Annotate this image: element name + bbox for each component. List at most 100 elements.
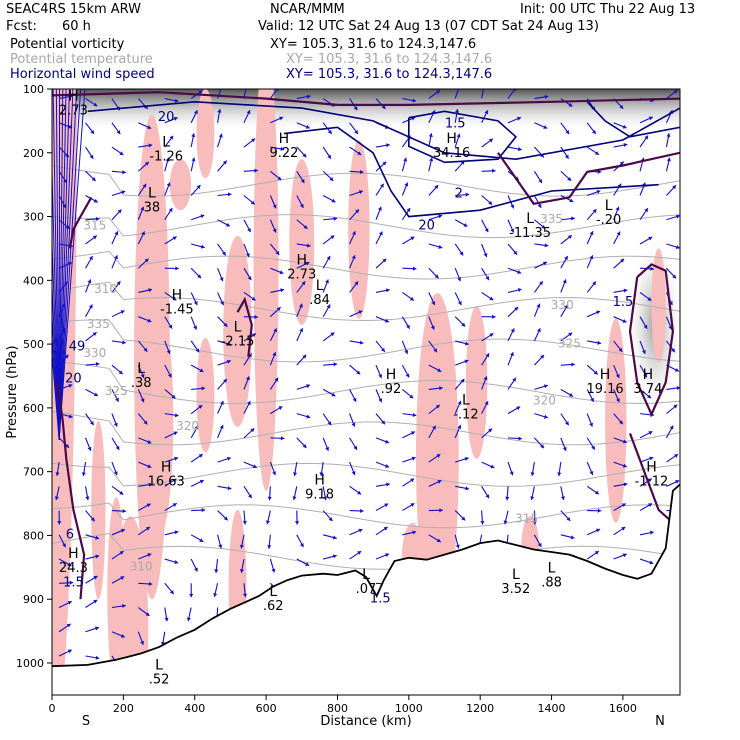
- wind-speed-label: 1.5: [63, 575, 84, 590]
- terrain-line: [52, 483, 680, 668]
- wind-vector-head: [87, 279, 92, 284]
- wind-vector-head: [355, 209, 359, 214]
- wind-vector-head: [463, 223, 468, 227]
- pv-extremum-marker: H: [600, 367, 611, 383]
- pv-extremum-marker: H: [386, 367, 397, 383]
- theta-contour-label: 310: [130, 560, 153, 574]
- wind-vector-head: [672, 274, 677, 279]
- wind-vector-head: [565, 421, 569, 426]
- wind-vector-head: [385, 464, 390, 468]
- wind-vector-head: [385, 288, 390, 293]
- wind-vector-head: [480, 520, 485, 525]
- x-tick-label: 800: [327, 702, 348, 715]
- wind-vector-head: [512, 89, 517, 92]
- wind-vector-head: [164, 617, 169, 622]
- wind-vector-head: [649, 456, 654, 461]
- wind-vector-head: [623, 143, 628, 148]
- wind-vector-head: [251, 333, 256, 338]
- wind-vector: [481, 89, 485, 99]
- wind-vector-head: [293, 472, 298, 476]
- wind-vector-head: [351, 422, 356, 427]
- wind-vector-head: [218, 133, 223, 138]
- wind-vector-head: [589, 255, 594, 260]
- pv-contours: [52, 91, 680, 600]
- wind-vector-head: [358, 190, 363, 195]
- wind-vector-head: [352, 397, 357, 402]
- wind-vector-head: [404, 350, 409, 354]
- wind-vector-head: [436, 454, 441, 458]
- wind-vector-head: [464, 341, 469, 346]
- wind-vector-head: [333, 216, 338, 221]
- wind-vector-head: [461, 516, 466, 521]
- wind-vector-head: [518, 436, 522, 441]
- wind-vector-head: [351, 255, 356, 260]
- wind-vector-head: [569, 198, 574, 203]
- wind-vector-head: [148, 143, 153, 148]
- wind-vector-head: [273, 328, 277, 333]
- wind-vector-head: [539, 281, 543, 286]
- wind-vector-head: [675, 245, 680, 250]
- wind-speed-label: 1.5: [370, 591, 391, 606]
- wind-vector-head: [378, 374, 383, 379]
- wind-vector-head: [244, 85, 248, 89]
- pv-extremum-marker: L: [316, 278, 324, 294]
- pv-extremum-marker: H: [314, 472, 325, 488]
- wind-vector-head: [615, 374, 620, 379]
- wind-vector-head: [327, 421, 332, 426]
- wind-vector-head: [173, 431, 178, 436]
- wind-vector-head: [356, 370, 361, 375]
- wind-vector-head: [623, 288, 628, 293]
- wind-vector-head: [429, 157, 434, 162]
- wind-vector-head: [456, 133, 461, 138]
- wind-vector-head: [647, 394, 652, 399]
- wind-vector-head: [565, 130, 570, 135]
- wind-vector-head: [148, 581, 153, 586]
- pv-contour: [628, 263, 675, 417]
- wind-vector-head: [675, 367, 680, 372]
- wind-vector-head: [201, 386, 206, 391]
- wind-vector: [58, 89, 82, 440]
- pv-extremum-marker: L: [548, 560, 556, 576]
- wind-vector-head: [621, 503, 626, 508]
- wind-vector-head: [380, 183, 384, 188]
- wind-vector-head: [199, 368, 204, 372]
- wind-vector-head: [169, 590, 174, 595]
- theta-contour-label: 310: [94, 282, 117, 296]
- axes: 0 200 400 600 800 1000 1200 1400 1600 100 200 300 40…: [16, 83, 637, 715]
- wind-vector-head: [161, 641, 166, 646]
- theta-contour-label: 315: [83, 218, 106, 232]
- pv-extremum-marker: H: [161, 460, 172, 476]
- wind-vector-head: [326, 304, 331, 309]
- wind-vector-head: [245, 253, 250, 258]
- wind-vector-head: [299, 203, 304, 208]
- theta-contours: [52, 165, 680, 570]
- wind-vector-head: [542, 261, 547, 266]
- wind-vector-head: [512, 377, 516, 382]
- y-tick-label: 600: [23, 402, 44, 415]
- wind-vector-head: [246, 110, 251, 115]
- wind-vector-head: [564, 255, 568, 260]
- wind-vector-head: [272, 228, 277, 233]
- wind-vector-head: [516, 406, 521, 411]
- wind-vector-head: [385, 439, 390, 444]
- wind-vector: [52, 89, 60, 440]
- wind-vector-head: [122, 509, 126, 514]
- wind-vector-head: [226, 359, 231, 364]
- wind-vector-head: [484, 228, 489, 233]
- wind-vector: [52, 330, 60, 440]
- wind-vector-head: [271, 568, 276, 573]
- wind-vector-head: [114, 231, 119, 236]
- wind-vector-head: [325, 279, 329, 284]
- wind-vector-head: [482, 85, 486, 89]
- wind-vector-head: [85, 496, 90, 501]
- negative-pv-region: [91, 420, 106, 600]
- y-tick-label: 300: [23, 211, 44, 224]
- pv-extremum-value: .07: [356, 582, 377, 597]
- wind-vector-head: [484, 401, 489, 406]
- wind-vector-head: [93, 102, 98, 107]
- wind-vector-head: [465, 486, 469, 491]
- pv-extremum-value: 19.16: [586, 382, 623, 397]
- field-name-pv: Potential vorticity: [10, 37, 125, 52]
- wind-vector-head: [594, 151, 599, 155]
- wind-vector-head: [568, 332, 573, 337]
